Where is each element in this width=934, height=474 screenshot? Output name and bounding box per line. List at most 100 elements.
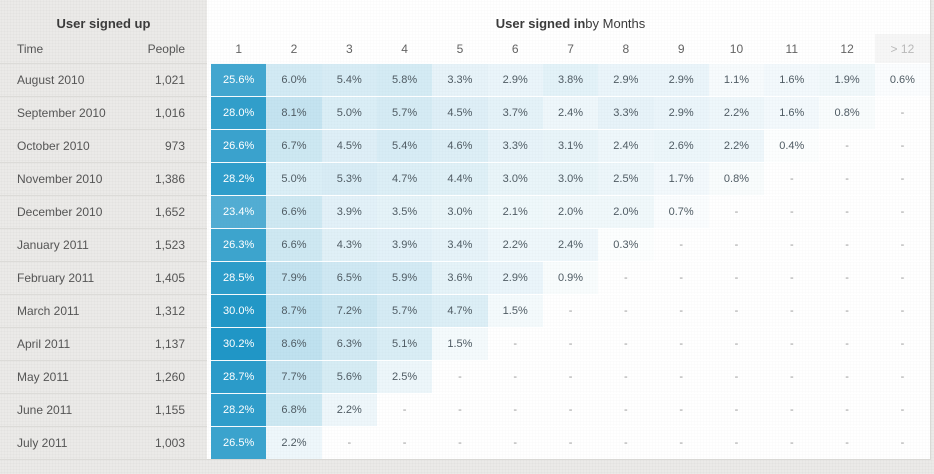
heatmap-row: 28.2% 5.0% 5.3% 4.7% 4.4% 3.0% 3.0% 2.5% 1.7% 0.8… (211, 162, 931, 195)
signed-in-title-bold: User signed in (495, 16, 586, 31)
heatmap-cell: - (708, 327, 765, 360)
heatmap-cell: - (874, 228, 931, 261)
heatmap-cell: 30.0% (211, 294, 267, 327)
heatmap-cell: - (487, 393, 543, 426)
cohort-people-count: 1,016 (154, 106, 185, 120)
heatmap-cell: - (819, 129, 875, 162)
heatmap-cell: - (542, 327, 599, 360)
heatmap-cell: 6.6% (266, 195, 322, 228)
heatmap-cell: 3.9% (321, 195, 377, 228)
signed-up-row: February 2011 1,405 (0, 261, 207, 294)
heatmap-row: 25.6% 6.0% 5.4% 5.8% 3.3% 2.9% 3.8% 2.9% 2.9% 1.1… (211, 63, 931, 96)
heatmap-cell: 3.3% (487, 129, 543, 162)
heatmap-cell: 2.0% (542, 195, 599, 228)
heatmap-cell: 28.7% (211, 360, 267, 393)
signed-in-title: User signed in by Months (211, 0, 930, 34)
heatmap-cell: - (376, 426, 433, 459)
heatmap-cell: 0.9% (542, 261, 599, 294)
month-column-header: > 12 (875, 34, 930, 63)
heatmap-cell: 28.5% (211, 261, 267, 294)
heatmap-cell: - (764, 195, 820, 228)
heatmap-cell: 3.0% (542, 162, 599, 195)
heatmap-cell: - (598, 294, 654, 327)
heatmap-row: 30.2% 8.6% 6.3% 5.1% 1.5% - - - - - - - - (211, 327, 931, 360)
heatmap-cell: - (542, 360, 599, 393)
heatmap-cell: 4.7% (432, 294, 488, 327)
heatmap-cell: 5.3% (321, 162, 377, 195)
heatmap-cell: - (708, 195, 765, 228)
cohort-month-label: September 2010 (17, 106, 106, 120)
heatmap-cell: - (708, 294, 765, 327)
heatmap-cell: 2.9% (653, 63, 709, 96)
heatmap-row: 28.0% 8.1% 5.0% 5.7% 4.5% 3.7% 2.4% 3.3% 2.9% 2.2… (211, 96, 931, 129)
heatmap-row: 28.5% 7.9% 6.5% 5.9% 3.6% 2.9% 0.9% - - - - - - (211, 261, 931, 294)
heatmap-cell: 2.2% (487, 228, 543, 261)
heatmap-cell: 3.8% (542, 63, 599, 96)
heatmap-row: 26.6% 6.7% 4.5% 5.4% 4.6% 3.3% 3.1% 2.4% 2.6% 2.2… (211, 129, 931, 162)
heatmap-cell: - (542, 426, 599, 459)
heatmap-cell: - (819, 261, 875, 294)
heatmap-cell: - (874, 294, 931, 327)
heatmap-cell: 1.5% (432, 327, 488, 360)
heatmap-cell: 6.3% (321, 327, 377, 360)
signed-up-row: June 2011 1,155 (0, 393, 207, 426)
cohort-people-count: 973 (164, 139, 185, 153)
heatmap-cell: 3.4% (432, 228, 488, 261)
heatmap-cell: 1.7% (653, 162, 709, 195)
heatmap-cell: 28.2% (211, 393, 267, 426)
cohort-people-count: 1,155 (154, 403, 185, 417)
heatmap-cell: 7.9% (266, 261, 322, 294)
heatmap-row: 28.2% 6.8% 2.2% - - - - - - - - - - (211, 393, 931, 426)
heatmap-cell: 3.9% (376, 228, 433, 261)
signed-up-row: November 2010 1,386 (0, 162, 207, 195)
heatmap-cell: - (708, 426, 765, 459)
heatmap-cell: 6.0% (266, 63, 322, 96)
heatmap-cell: - (653, 393, 709, 426)
heatmap-cell: 4.5% (432, 96, 488, 129)
heatmap-cell: - (764, 327, 820, 360)
heatmap-cell: 4.3% (321, 228, 377, 261)
heatmap-cell: 30.2% (211, 327, 267, 360)
signed-up-panel: User signed up Time People August 2010 1,… (0, 0, 207, 460)
heatmap-cell: 5.0% (266, 162, 322, 195)
heatmap-cell: 0.6% (874, 63, 931, 96)
heatmap-cell: 6.7% (266, 129, 322, 162)
heatmap-cell: 7.7% (266, 360, 322, 393)
heatmap-row: 26.5% 2.2% - - - - - - - - - - - (211, 426, 931, 459)
heatmap-cell: 2.2% (321, 393, 377, 426)
heatmap-cell: - (487, 327, 543, 360)
heatmap-cell: 0.8% (708, 162, 765, 195)
cohort-month-label: March 2011 (17, 304, 80, 318)
cohort-month-label: February 2011 (17, 271, 95, 285)
heatmap-cell: 6.8% (266, 393, 322, 426)
heatmap-cell: 2.2% (266, 426, 322, 459)
heatmap-cell: 8.6% (266, 327, 322, 360)
heatmap-cell: 5.1% (376, 327, 433, 360)
heatmap-cell: 7.2% (321, 294, 377, 327)
heatmap-cell: 8.7% (266, 294, 322, 327)
heatmap-cell: - (598, 327, 654, 360)
heatmap-cell: 5.8% (376, 63, 433, 96)
heatmap-cell: - (653, 360, 709, 393)
heatmap-cell: - (598, 426, 654, 459)
heatmap-cell: - (598, 393, 654, 426)
heatmap-cell: 2.4% (542, 228, 599, 261)
heatmap-cell: - (819, 426, 875, 459)
heatmap-cell: - (764, 360, 820, 393)
heatmap-cell: - (653, 294, 709, 327)
heatmap-cell: 2.9% (598, 63, 654, 96)
heatmap-cell: - (708, 360, 765, 393)
cohort-people-count: 1,523 (154, 238, 185, 252)
heatmap-cell: 26.6% (211, 129, 267, 162)
heatmap-cell: 2.9% (653, 96, 709, 129)
heatmap-cell: 26.3% (211, 228, 267, 261)
heatmap-cell: 2.6% (653, 129, 709, 162)
heatmap-cell: - (874, 426, 931, 459)
signed-in-panel: User signed in by Months 1 2 3 4 5 6 7 8 9 10 11 12… (207, 0, 931, 460)
heatmap-cell: 3.3% (432, 63, 488, 96)
heatmap-cell: 6.6% (266, 228, 322, 261)
heatmap-cell: - (432, 360, 488, 393)
heatmap-cell: 2.9% (487, 63, 543, 96)
heatmap-cell: 1.5% (487, 294, 543, 327)
